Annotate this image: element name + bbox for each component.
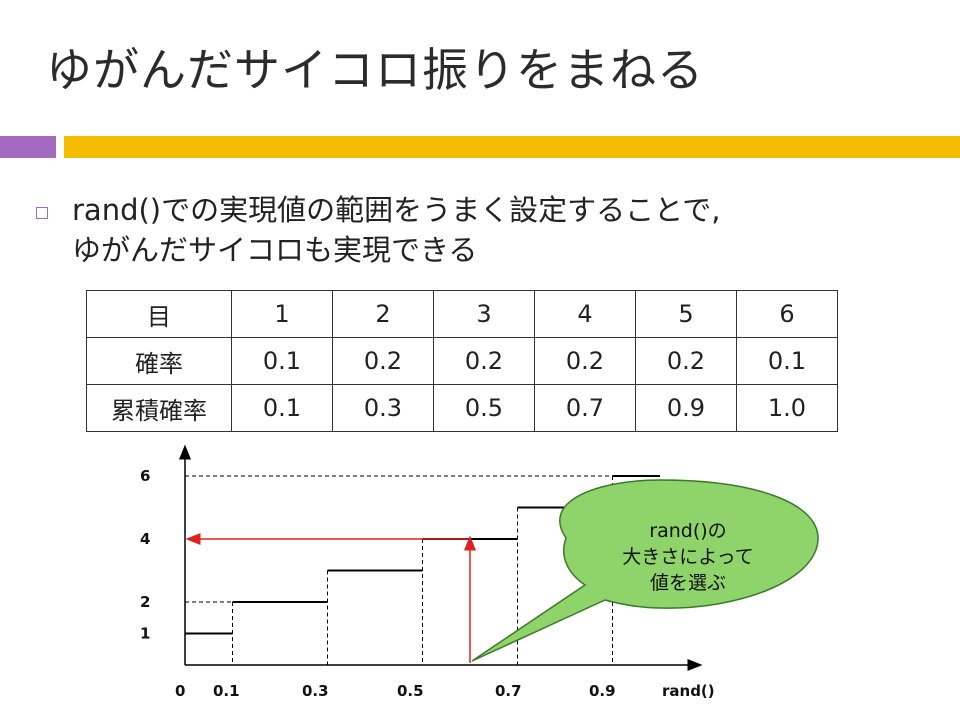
- annotation-text: 大きさによって: [622, 546, 753, 568]
- table-cell: 1.0: [736, 384, 838, 432]
- table-cell: 0.1: [231, 384, 333, 432]
- table-cell: 0.1: [736, 337, 838, 385]
- x-tick-label: 0.3: [302, 682, 329, 700]
- table-cell: 2: [332, 290, 434, 338]
- table-cell: 0.3: [332, 384, 434, 432]
- table-cell: 目: [86, 290, 232, 338]
- x-tick-label: 0.5: [397, 682, 424, 700]
- annotation-text: 値を選ぶ: [650, 572, 726, 594]
- accent-bar-purple: [0, 136, 56, 158]
- table-cell: 0.1: [231, 337, 333, 385]
- table-cell: 0.2: [534, 337, 636, 385]
- x-tick-label: 0.9: [589, 682, 616, 700]
- bullet-line-2: ゆがんだサイコロも実現できる: [72, 233, 478, 267]
- table-cell: 0.2: [332, 337, 434, 385]
- table-cell: 3: [433, 290, 535, 338]
- table-cell: 5: [635, 290, 737, 338]
- x-tick-label: 0.1: [213, 682, 240, 700]
- probability-table: 目 1 2 3 4 5 6 確率 0.1 0.2 0.2 0.2 0.2 0.1…: [86, 290, 838, 432]
- table-cell: 0.5: [433, 384, 535, 432]
- y-tick-label: 6: [140, 467, 150, 485]
- table-cell: 累積確率: [86, 384, 232, 432]
- table-row: 確率 0.1 0.2 0.2 0.2 0.2 0.1: [86, 337, 838, 385]
- annotation-text: rand()の: [649, 520, 726, 542]
- accent-bar-gold: [64, 136, 960, 158]
- table-cell: 0.2: [433, 337, 535, 385]
- x-tick-label: 0: [175, 682, 185, 700]
- bullet-line-1: rand()での実現値の範囲をうまく設定することで,: [72, 193, 721, 227]
- table-cell: 6: [736, 290, 838, 338]
- slide-title: ゆがんだサイコロ振りをまねる: [46, 43, 704, 97]
- bullet-text: rand()での実現値の範囲をうまく設定することで, ゆがんだサイコロも実現でき…: [72, 190, 720, 270]
- table-header-row: 目 1 2 3 4 5 6: [86, 290, 838, 338]
- x-tick-label: 0.7: [495, 682, 522, 700]
- table-cell: 確率: [86, 337, 232, 385]
- table-row: 累積確率 0.1 0.3 0.5 0.7 0.9 1.0: [86, 384, 838, 432]
- y-tick-label: 2: [140, 593, 150, 611]
- annotation-bubble: [471, 479, 819, 662]
- table-cell: 0.2: [635, 337, 737, 385]
- table-cell: 1: [231, 290, 333, 338]
- table-cell: 0.9: [635, 384, 737, 432]
- bullet-square-icon: [36, 207, 48, 219]
- table-cell: 4: [534, 290, 636, 338]
- table-cell: 0.7: [534, 384, 636, 432]
- x-axis-label: rand(): [662, 682, 715, 700]
- y-tick-label: 4: [140, 530, 150, 548]
- y-tick-label: 1: [140, 625, 150, 643]
